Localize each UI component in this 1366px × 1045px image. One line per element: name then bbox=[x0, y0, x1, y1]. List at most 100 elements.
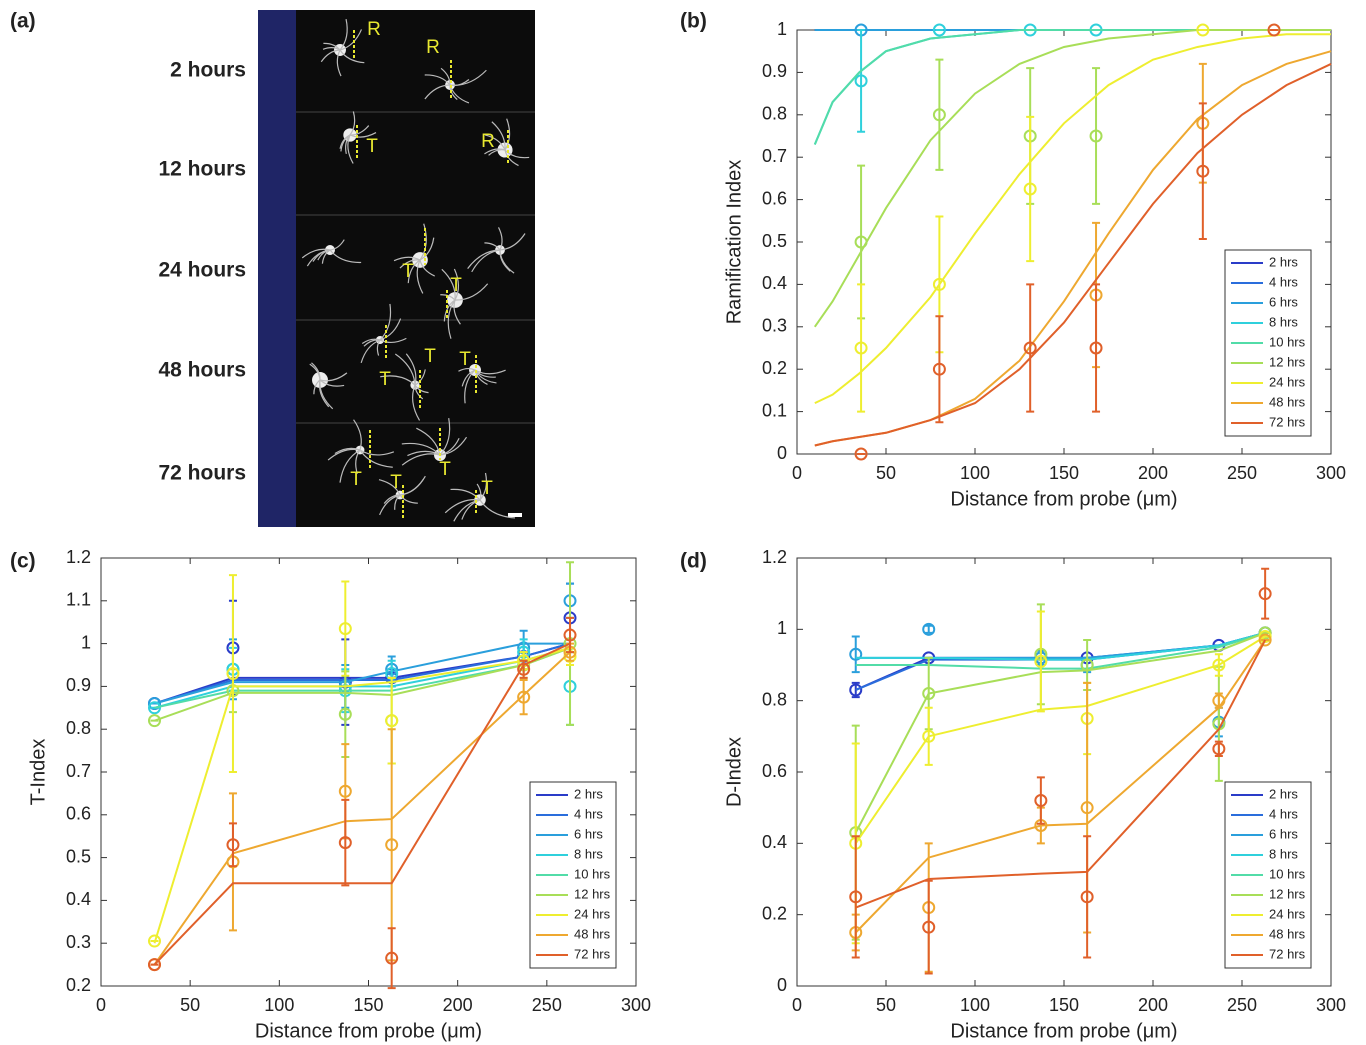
legend-label: 24 hrs bbox=[1269, 374, 1306, 389]
cell-process bbox=[401, 442, 441, 456]
data-point bbox=[1267, 23, 1281, 37]
cell-process bbox=[405, 353, 417, 386]
cell-process bbox=[419, 237, 435, 261]
data-point bbox=[338, 784, 352, 798]
cell-process bbox=[497, 227, 503, 251]
legend-label: 4 hrs bbox=[574, 806, 603, 821]
data-point bbox=[1212, 658, 1226, 672]
cell-process bbox=[461, 499, 481, 520]
series-line bbox=[153, 642, 571, 966]
annotation: R bbox=[426, 37, 440, 58]
cell-process bbox=[393, 256, 421, 262]
cell-process bbox=[320, 49, 341, 63]
cell-process bbox=[311, 362, 321, 381]
cell-process bbox=[380, 375, 416, 386]
annotation: T bbox=[366, 136, 378, 157]
cell-process bbox=[458, 367, 476, 372]
legend-label: 72 hrs bbox=[1269, 414, 1306, 429]
legend-label: 24 hrs bbox=[1269, 906, 1306, 921]
error-bar bbox=[228, 574, 237, 773]
cell-process bbox=[317, 249, 331, 261]
error-bar bbox=[1036, 610, 1045, 713]
cell-process bbox=[361, 338, 381, 345]
legend-label: 48 hrs bbox=[1269, 926, 1306, 941]
cell-process bbox=[349, 125, 370, 136]
error-bar bbox=[1036, 776, 1045, 825]
cell-process bbox=[453, 299, 461, 325]
x-axis-label: Distance from probe (μm) bbox=[255, 1020, 482, 1042]
data-point bbox=[932, 23, 946, 37]
legend-label: 8 hrs bbox=[1269, 846, 1298, 861]
cell-process bbox=[339, 29, 363, 51]
cell-process bbox=[339, 134, 351, 149]
series-line bbox=[814, 33, 1331, 405]
data-point bbox=[932, 108, 946, 122]
error-bar bbox=[857, 283, 866, 413]
data-point bbox=[1080, 801, 1094, 815]
cell-process bbox=[474, 369, 506, 375]
error-bar bbox=[857, 29, 866, 133]
cell-process bbox=[379, 494, 401, 516]
y-tick-label: 0.7 bbox=[66, 761, 91, 781]
data-point bbox=[148, 934, 161, 948]
data-point bbox=[226, 667, 240, 681]
data-point bbox=[1212, 742, 1226, 756]
y-tick-label: 0.4 bbox=[762, 273, 787, 293]
cell-process bbox=[349, 111, 356, 136]
cell-process bbox=[347, 134, 354, 164]
cell-process bbox=[329, 239, 345, 251]
data-point bbox=[1034, 654, 1048, 668]
cell-process bbox=[439, 418, 451, 456]
error-bar bbox=[924, 624, 933, 634]
cell-process bbox=[454, 283, 489, 301]
legend-label: 6 hrs bbox=[1269, 826, 1298, 841]
annotation: R bbox=[481, 131, 495, 152]
cell-process bbox=[424, 84, 451, 100]
data-point bbox=[1212, 694, 1226, 708]
data-point bbox=[338, 622, 352, 636]
series-line bbox=[855, 639, 1266, 934]
legend-label: 6 hrs bbox=[574, 826, 603, 841]
x-tick-label: 300 bbox=[621, 995, 651, 1015]
y-tick-label: 0.9 bbox=[762, 61, 787, 81]
cell-process bbox=[319, 372, 348, 382]
data-point bbox=[1258, 626, 1272, 640]
cell-process bbox=[394, 494, 401, 510]
cell-process bbox=[439, 438, 460, 456]
micrograph-panel bbox=[258, 10, 535, 527]
x-tick-label: 300 bbox=[1316, 463, 1346, 483]
cell-process bbox=[399, 475, 426, 496]
cell-process bbox=[339, 49, 365, 64]
data-point bbox=[854, 74, 868, 88]
cell-process bbox=[349, 132, 377, 138]
y-tick-label: 0 bbox=[777, 975, 787, 995]
y-tick-label: 0.6 bbox=[762, 188, 787, 208]
cell-process bbox=[379, 337, 407, 343]
y-tick-label: 1.1 bbox=[66, 590, 91, 610]
y-tick-label: 0.1 bbox=[762, 400, 787, 420]
data-point bbox=[922, 622, 936, 636]
cell-process bbox=[411, 384, 421, 421]
legend-label: 2 hrs bbox=[1269, 254, 1298, 269]
side-strip bbox=[258, 10, 296, 527]
row-label: 12 hours bbox=[158, 158, 246, 181]
y-tick-label: 1.2 bbox=[762, 547, 787, 567]
series-line bbox=[154, 642, 571, 705]
error-bar bbox=[387, 927, 396, 990]
legend-label: 10 hrs bbox=[1269, 334, 1306, 349]
series-line bbox=[855, 639, 1267, 909]
cell-process bbox=[488, 149, 506, 156]
data-point bbox=[1196, 23, 1210, 37]
data-point bbox=[517, 662, 531, 676]
row-label: 24 hours bbox=[158, 259, 246, 282]
cell-process bbox=[376, 339, 381, 356]
data-point bbox=[148, 701, 161, 715]
legend-label: 8 hrs bbox=[574, 846, 603, 861]
data-point bbox=[854, 235, 868, 249]
data-point bbox=[1080, 890, 1094, 904]
cell-process bbox=[419, 259, 435, 277]
data-point bbox=[849, 647, 863, 661]
error-bar bbox=[924, 879, 933, 975]
y-tick-label: 0.7 bbox=[762, 146, 787, 166]
